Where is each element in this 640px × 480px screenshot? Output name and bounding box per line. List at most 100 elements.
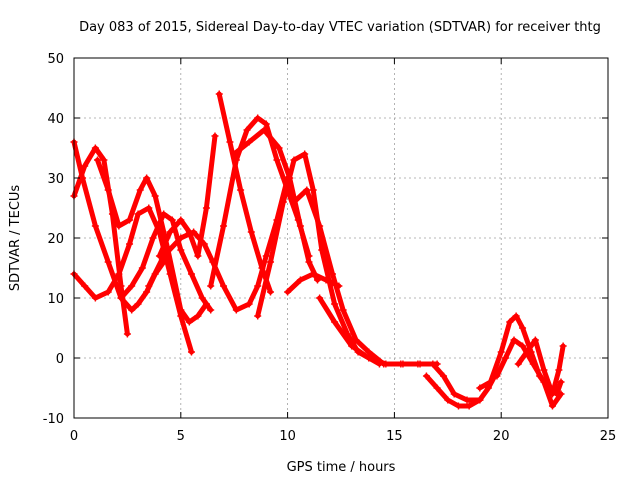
data-point-arc14 xyxy=(399,360,407,368)
data-point-arc17 xyxy=(501,354,509,362)
data-point-arc7 xyxy=(166,228,174,236)
data-point-arc4 xyxy=(93,156,101,164)
series-arc5 xyxy=(118,211,214,313)
data-point-arc6 xyxy=(177,234,185,242)
data-point-arc10 xyxy=(305,258,313,266)
data-point-arc13 xyxy=(322,276,330,284)
data-point-arc4 xyxy=(177,306,185,314)
data-point-arc5 xyxy=(138,264,146,272)
data-point-arc12 xyxy=(303,186,311,194)
data-point-arc18 xyxy=(555,366,563,374)
data-point-arc5 xyxy=(187,270,195,278)
data-point-arc4 xyxy=(185,318,193,326)
x-tick-label: 5 xyxy=(177,429,185,444)
x-tick-label: 15 xyxy=(386,429,403,444)
data-point-arc11 xyxy=(331,300,339,308)
data-point-arc7 xyxy=(177,216,185,224)
data-point-arc8 xyxy=(237,186,245,194)
data-point-arc18 xyxy=(548,390,556,398)
data-point-arc16 xyxy=(512,312,520,320)
data-point-arc10 xyxy=(260,126,268,134)
series-arc9 xyxy=(208,115,312,289)
data-point-arc16 xyxy=(519,324,527,332)
data-point-arc4 xyxy=(136,186,144,194)
data-point-arc3 xyxy=(187,348,195,356)
data-point-arc6 xyxy=(220,282,228,290)
data-point-arc14 xyxy=(331,318,339,326)
x-tick-label: 25 xyxy=(600,429,617,444)
chart-title: Day 083 of 2015, Sidereal Day-to-day VTE… xyxy=(79,20,601,35)
data-point-arc4 xyxy=(126,216,134,224)
data-point-arc9 xyxy=(254,114,262,122)
data-point-arc3 xyxy=(134,210,142,218)
data-point-arc14 xyxy=(429,360,437,368)
data-point-arc12 xyxy=(316,222,324,230)
data-point-arc14 xyxy=(440,372,448,380)
data-point-arc8 xyxy=(267,288,275,296)
data-point-arc10 xyxy=(296,222,304,230)
data-point-arc5 xyxy=(207,306,215,314)
data-point-arc18 xyxy=(540,366,548,374)
data-point-arc15 xyxy=(454,402,462,410)
data-point-arc9 xyxy=(243,126,251,134)
data-point-arc16 xyxy=(497,348,505,356)
data-point-arc16 xyxy=(506,318,514,326)
data-point-arc2 xyxy=(81,162,89,170)
data-point-arc12 xyxy=(328,270,336,278)
data-point-arc12 xyxy=(365,348,373,356)
series-arc3 xyxy=(71,205,194,355)
data-point-arc14 xyxy=(365,354,373,362)
data-point-arc14 xyxy=(382,360,390,368)
grid xyxy=(74,58,608,418)
data-point-arc6 xyxy=(262,252,270,260)
data-point-arc3 xyxy=(145,204,153,212)
axis-ticks: 0 5 10 15 20 25 -10 0 10 20 30 40 50 xyxy=(43,52,617,444)
data-point-arc4 xyxy=(104,186,112,194)
data-point-arc9 xyxy=(273,156,281,164)
data-point-arc15 xyxy=(444,396,452,404)
data-point-arc15 xyxy=(465,402,473,410)
y-tick-label: 50 xyxy=(47,52,64,67)
y-tick-label: 10 xyxy=(47,292,64,307)
data-point-arc14 xyxy=(316,294,324,302)
data-point-arc6 xyxy=(245,300,253,308)
data-point-arc6 xyxy=(254,282,262,290)
series-arc15 xyxy=(423,373,483,409)
data-point-arc15 xyxy=(422,372,430,380)
data-point-arc7 xyxy=(211,132,219,140)
data-point-arc11 xyxy=(279,198,287,206)
data-point-arc16 xyxy=(476,384,484,392)
data-point-arc5 xyxy=(198,294,206,302)
data-point-arc8 xyxy=(226,138,234,146)
data-point-arc1 xyxy=(104,258,112,266)
data-point-arc1 xyxy=(143,288,151,296)
data-point-arc12 xyxy=(339,306,347,314)
data-point-arc16 xyxy=(557,378,565,386)
data-point-arc5 xyxy=(128,282,136,290)
data-point-arc8 xyxy=(258,264,266,272)
data-point-arc15 xyxy=(476,396,484,404)
data-point-arc18 xyxy=(559,342,567,350)
data-point-arc9 xyxy=(262,120,270,128)
series-arc8 xyxy=(216,91,273,295)
data-point-arc14 xyxy=(348,342,356,350)
y-tick-label: 20 xyxy=(47,232,64,247)
data-point-arc13 xyxy=(309,270,317,278)
data-point-arc10 xyxy=(275,144,283,152)
data-point-arc3 xyxy=(126,240,134,248)
data-point-arc7 xyxy=(185,228,193,236)
data-point-arc17 xyxy=(519,342,527,350)
data-point-arc5 xyxy=(168,216,176,224)
data-point-arc2 xyxy=(117,282,125,290)
y-axis-label: SDTVAR / TECUs xyxy=(8,185,23,292)
series-arc17 xyxy=(494,337,564,409)
data-point-arc15 xyxy=(433,384,441,392)
data-point-arc17 xyxy=(548,402,556,410)
data-point-arc6 xyxy=(232,306,240,314)
data-point-arc5 xyxy=(160,210,168,218)
data-point-arc1 xyxy=(134,300,142,308)
series-arc4 xyxy=(95,157,209,325)
data-point-arc14 xyxy=(450,390,458,398)
data-point-arc13 xyxy=(335,282,343,290)
